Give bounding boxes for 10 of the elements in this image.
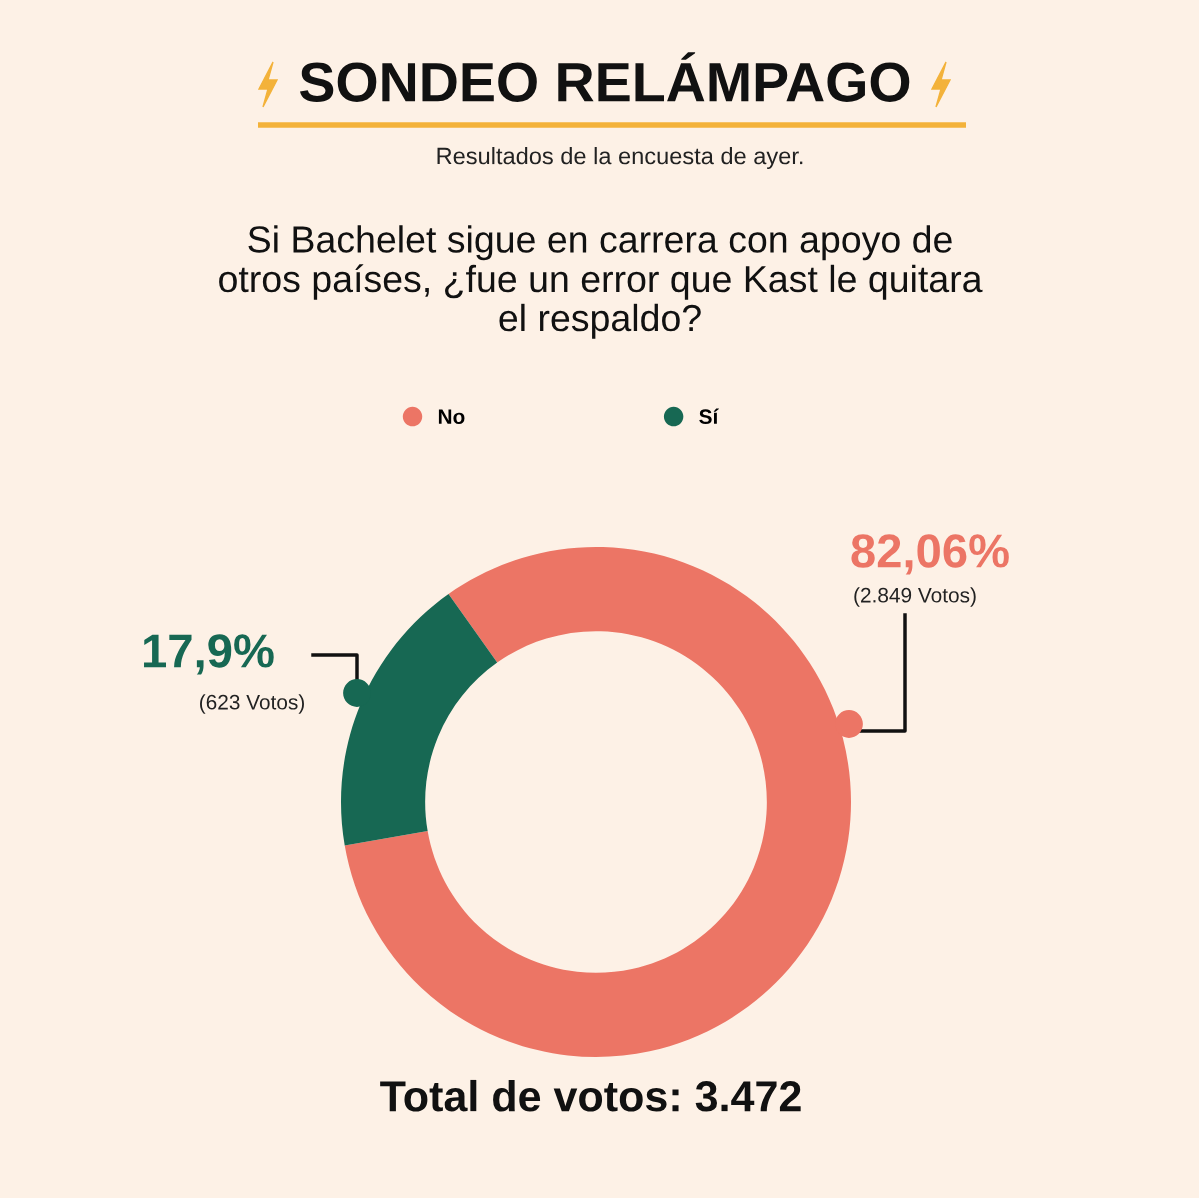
chart-title: SONDEO RELÁMPAGO [299, 52, 910, 102]
text: Total de votos: 3.472 [380, 1079, 801, 1112]
text: Si Bachelet sigue en carrera con apoyo de otros países, ¿fue un error que Kast le quitara el respaldo? [219, 225, 983, 339]
legend-label: No [438, 409, 465, 425]
chart-subtitle: Resultados de la encuesta de ayer. [437, 147, 803, 170]
text: (2.849 Votos) [854, 587, 976, 607]
legend-label: Sí [699, 408, 719, 425]
data-label: 82,06% [851, 534, 1009, 575]
data-label: 17,9% [144, 634, 274, 675]
text: (623 Votos) [200, 694, 304, 714]
